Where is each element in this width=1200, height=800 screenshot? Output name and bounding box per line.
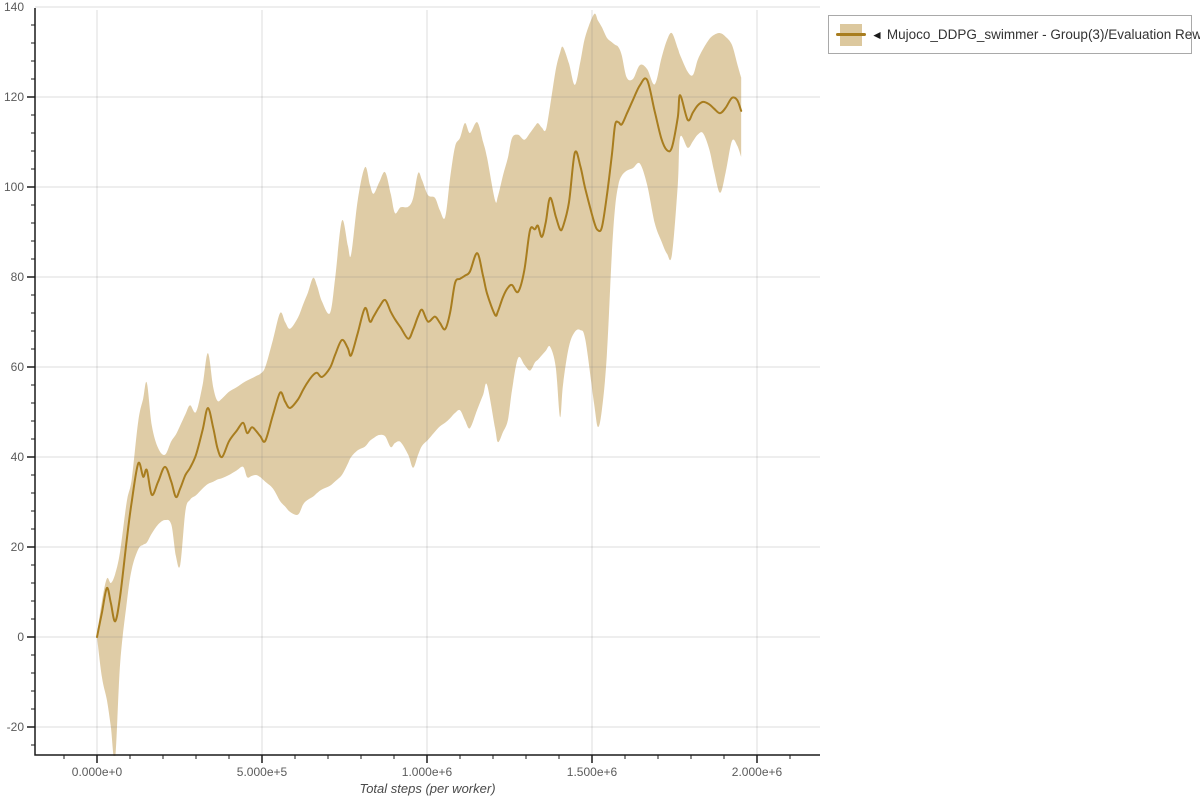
y-tick-label: 80 <box>11 270 25 284</box>
legend-series-label: Mujoco_DDPG_swimmer - Group(3)/Evaluatio… <box>886 27 1200 42</box>
x-tick-label: 1.500e+6 <box>567 765 618 779</box>
legend-line-swatch <box>836 32 866 36</box>
y-tick-label: 60 <box>11 360 25 374</box>
legend[interactable]: ◄ Mujoco_DDPG_swimmer - Group(3)/Evaluat… <box>828 15 1200 54</box>
axis-spines <box>34 8 820 756</box>
legend-collapse-arrow-icon[interactable]: ◄ <box>871 27 883 42</box>
legend-series-swatch-icon <box>836 23 866 46</box>
x-tick-label: 2.000e+6 <box>732 765 783 779</box>
mean-reward-line <box>96 77 743 638</box>
y-tick-label: 140 <box>4 0 24 14</box>
confidence-band <box>97 13 742 756</box>
y-tick-label: 20 <box>11 540 25 554</box>
y-tick-label: 0 <box>17 630 24 644</box>
y-tick-label: 120 <box>4 90 24 104</box>
x-axis-title: Total steps (per worker) <box>359 781 496 796</box>
x-tick-label: 1.000e+6 <box>402 765 453 779</box>
y-tick-label: 40 <box>11 450 25 464</box>
x-tick-label: 5.000e+5 <box>237 765 288 779</box>
x-tick-label: 0.000e+0 <box>72 765 123 779</box>
y-tick-label: 100 <box>4 180 24 194</box>
y-tick-label: -20 <box>7 720 25 734</box>
